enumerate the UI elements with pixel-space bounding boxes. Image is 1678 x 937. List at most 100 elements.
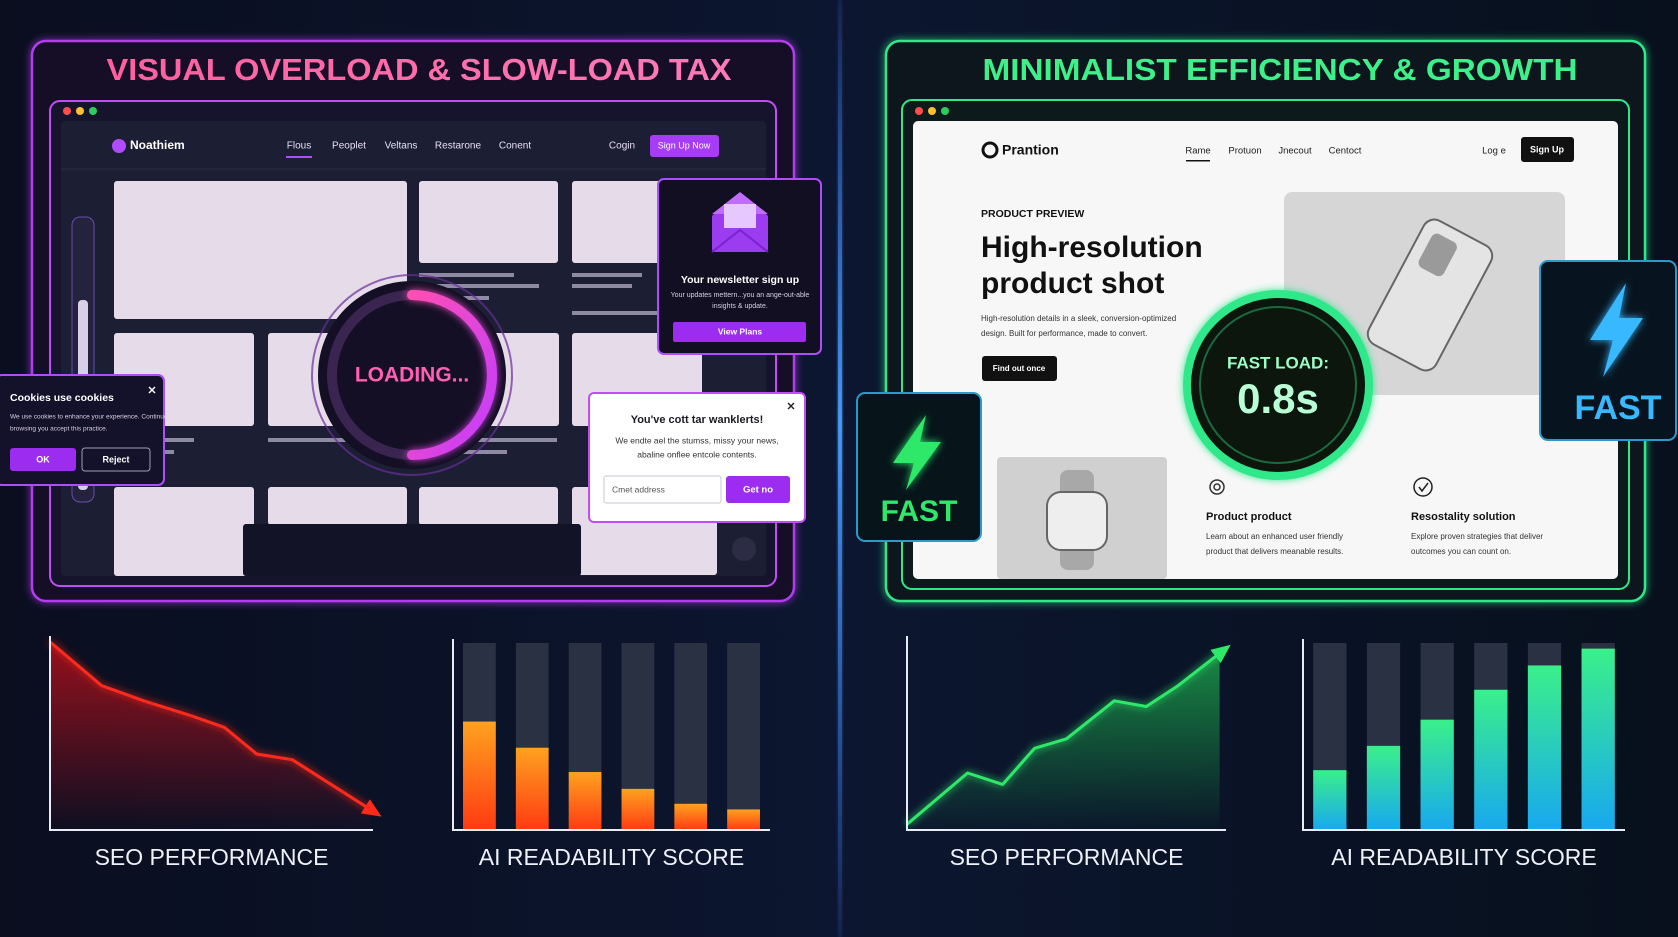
cta-button[interactable] (982, 356, 1057, 381)
watch (1046, 470, 1108, 570)
newsletter-popup (657, 178, 822, 355)
cookie-ok-label[interactable]: OK (36, 454, 50, 464)
bar-track (674, 643, 708, 830)
logo: Prantion (1002, 142, 1059, 158)
hero-body: design. Built for performance, made to c… (981, 329, 1147, 338)
bar (1313, 770, 1347, 830)
newsletter-body: Your updates mettern...you an ange-out-a… (671, 292, 810, 299)
trend-line (49, 640, 371, 811)
check-circle (1413, 477, 1433, 497)
feature-icon (1209, 479, 1225, 495)
nav-item[interactable]: Jnecout (1278, 146, 1312, 157)
loading-text: LOADING... (355, 364, 469, 387)
chart-label: AI READABILITY SCORE (479, 844, 744, 870)
bar (674, 803, 708, 830)
block (268, 487, 407, 525)
area-fill (907, 653, 1220, 830)
loader-disc (318, 281, 506, 469)
trend-line (906, 652, 1221, 826)
nav-item[interactable]: Conent (499, 141, 531, 152)
newsletter-button-label[interactable]: View Plans (718, 326, 763, 336)
check-mark (1418, 482, 1429, 493)
axes (49, 636, 373, 831)
signup-button[interactable] (650, 135, 719, 157)
cog (1209, 479, 1225, 495)
loader-outer (311, 274, 513, 476)
letter (724, 204, 756, 228)
signup-button[interactable] (1521, 137, 1574, 162)
feature-body: Learn about an enhanced user friendly (1206, 532, 1343, 541)
left-title: VISUAL OVERLOAD & SLOW-LOAD TAX (107, 52, 732, 87)
newsletter-button[interactable] (673, 322, 806, 342)
line (419, 273, 514, 277)
cta-label[interactable]: Find out once (993, 364, 1046, 373)
nav-item[interactable]: Restarone (435, 141, 482, 152)
fast-badge (1539, 260, 1677, 441)
dot (89, 107, 97, 115)
bar (1581, 648, 1615, 830)
feature-title: Product product (1206, 511, 1292, 523)
feature-title: Resostality solution (1411, 511, 1516, 523)
cookie-reject-label[interactable]: Reject (102, 454, 129, 464)
email-button[interactable] (726, 476, 790, 503)
block (419, 487, 558, 525)
dot (941, 107, 949, 115)
block (572, 181, 662, 263)
nav-item[interactable]: Centoct (1329, 146, 1362, 157)
bar (1527, 665, 1562, 830)
login[interactable]: Log e (1482, 146, 1506, 157)
close-icon[interactable] (787, 402, 795, 410)
phone (1366, 218, 1494, 372)
feature-body: outcomes you can count on. (1411, 547, 1511, 556)
axes (1302, 639, 1625, 831)
line (572, 284, 632, 288)
line (419, 284, 539, 288)
line (572, 273, 642, 277)
nav-item[interactable]: Rame (1185, 146, 1210, 157)
signup-label[interactable]: Sign Up (1530, 144, 1564, 154)
email-input[interactable] (603, 475, 722, 504)
arrow-head (1210, 644, 1231, 664)
nav-item[interactable]: Veltans (385, 141, 418, 152)
chart-label: AI READABILITY SCORE (1331, 844, 1596, 870)
axes (906, 636, 1226, 831)
email-button-label[interactable]: Get no (743, 485, 773, 496)
bar (515, 747, 549, 830)
bar (621, 788, 655, 830)
dot (76, 107, 84, 115)
cookie-title: Cookies use cookies (10, 392, 114, 404)
close-icon[interactable] (148, 386, 156, 394)
fast-load-label: FAST LOAD: (1227, 353, 1329, 372)
login[interactable]: Cogin (609, 141, 635, 152)
nav-item[interactable]: Protuon (1228, 146, 1261, 157)
nav-item[interactable]: Peoplet (332, 141, 366, 152)
axes (452, 639, 770, 831)
block (114, 487, 254, 576)
cookie-body: browsing you accept this practice. (10, 426, 108, 433)
nav-item[interactable]: Flous (287, 141, 311, 152)
dot (928, 107, 936, 115)
block (114, 181, 407, 319)
divider (838, 0, 842, 937)
bar (568, 772, 602, 830)
email-placeholder: Cmet address (612, 484, 665, 494)
bar (1366, 745, 1401, 830)
heading: High-resolution (981, 231, 1203, 264)
email-body: abaline onflee entcole contents. (637, 449, 757, 459)
cog-center (1213, 483, 1221, 491)
cookie-ok[interactable] (10, 448, 76, 471)
email-body: We endte ael the stumss, missy your news… (615, 435, 778, 445)
line (268, 438, 348, 442)
watch-face (1046, 491, 1108, 551)
email-title: You've cott tar wanklerts! (631, 414, 764, 426)
cookie-reject[interactable] (81, 447, 151, 472)
bolt (893, 415, 941, 490)
signup-label[interactable]: Sign Up Now (658, 140, 711, 150)
envelope-fold (711, 228, 769, 253)
cookie-body: We use cookies to enhance your experienc… (10, 414, 168, 421)
line (572, 311, 667, 315)
newsletter-title: Your newsletter sign up (681, 274, 799, 286)
logo-icon (981, 141, 999, 159)
fast-load-inner (1199, 306, 1357, 464)
